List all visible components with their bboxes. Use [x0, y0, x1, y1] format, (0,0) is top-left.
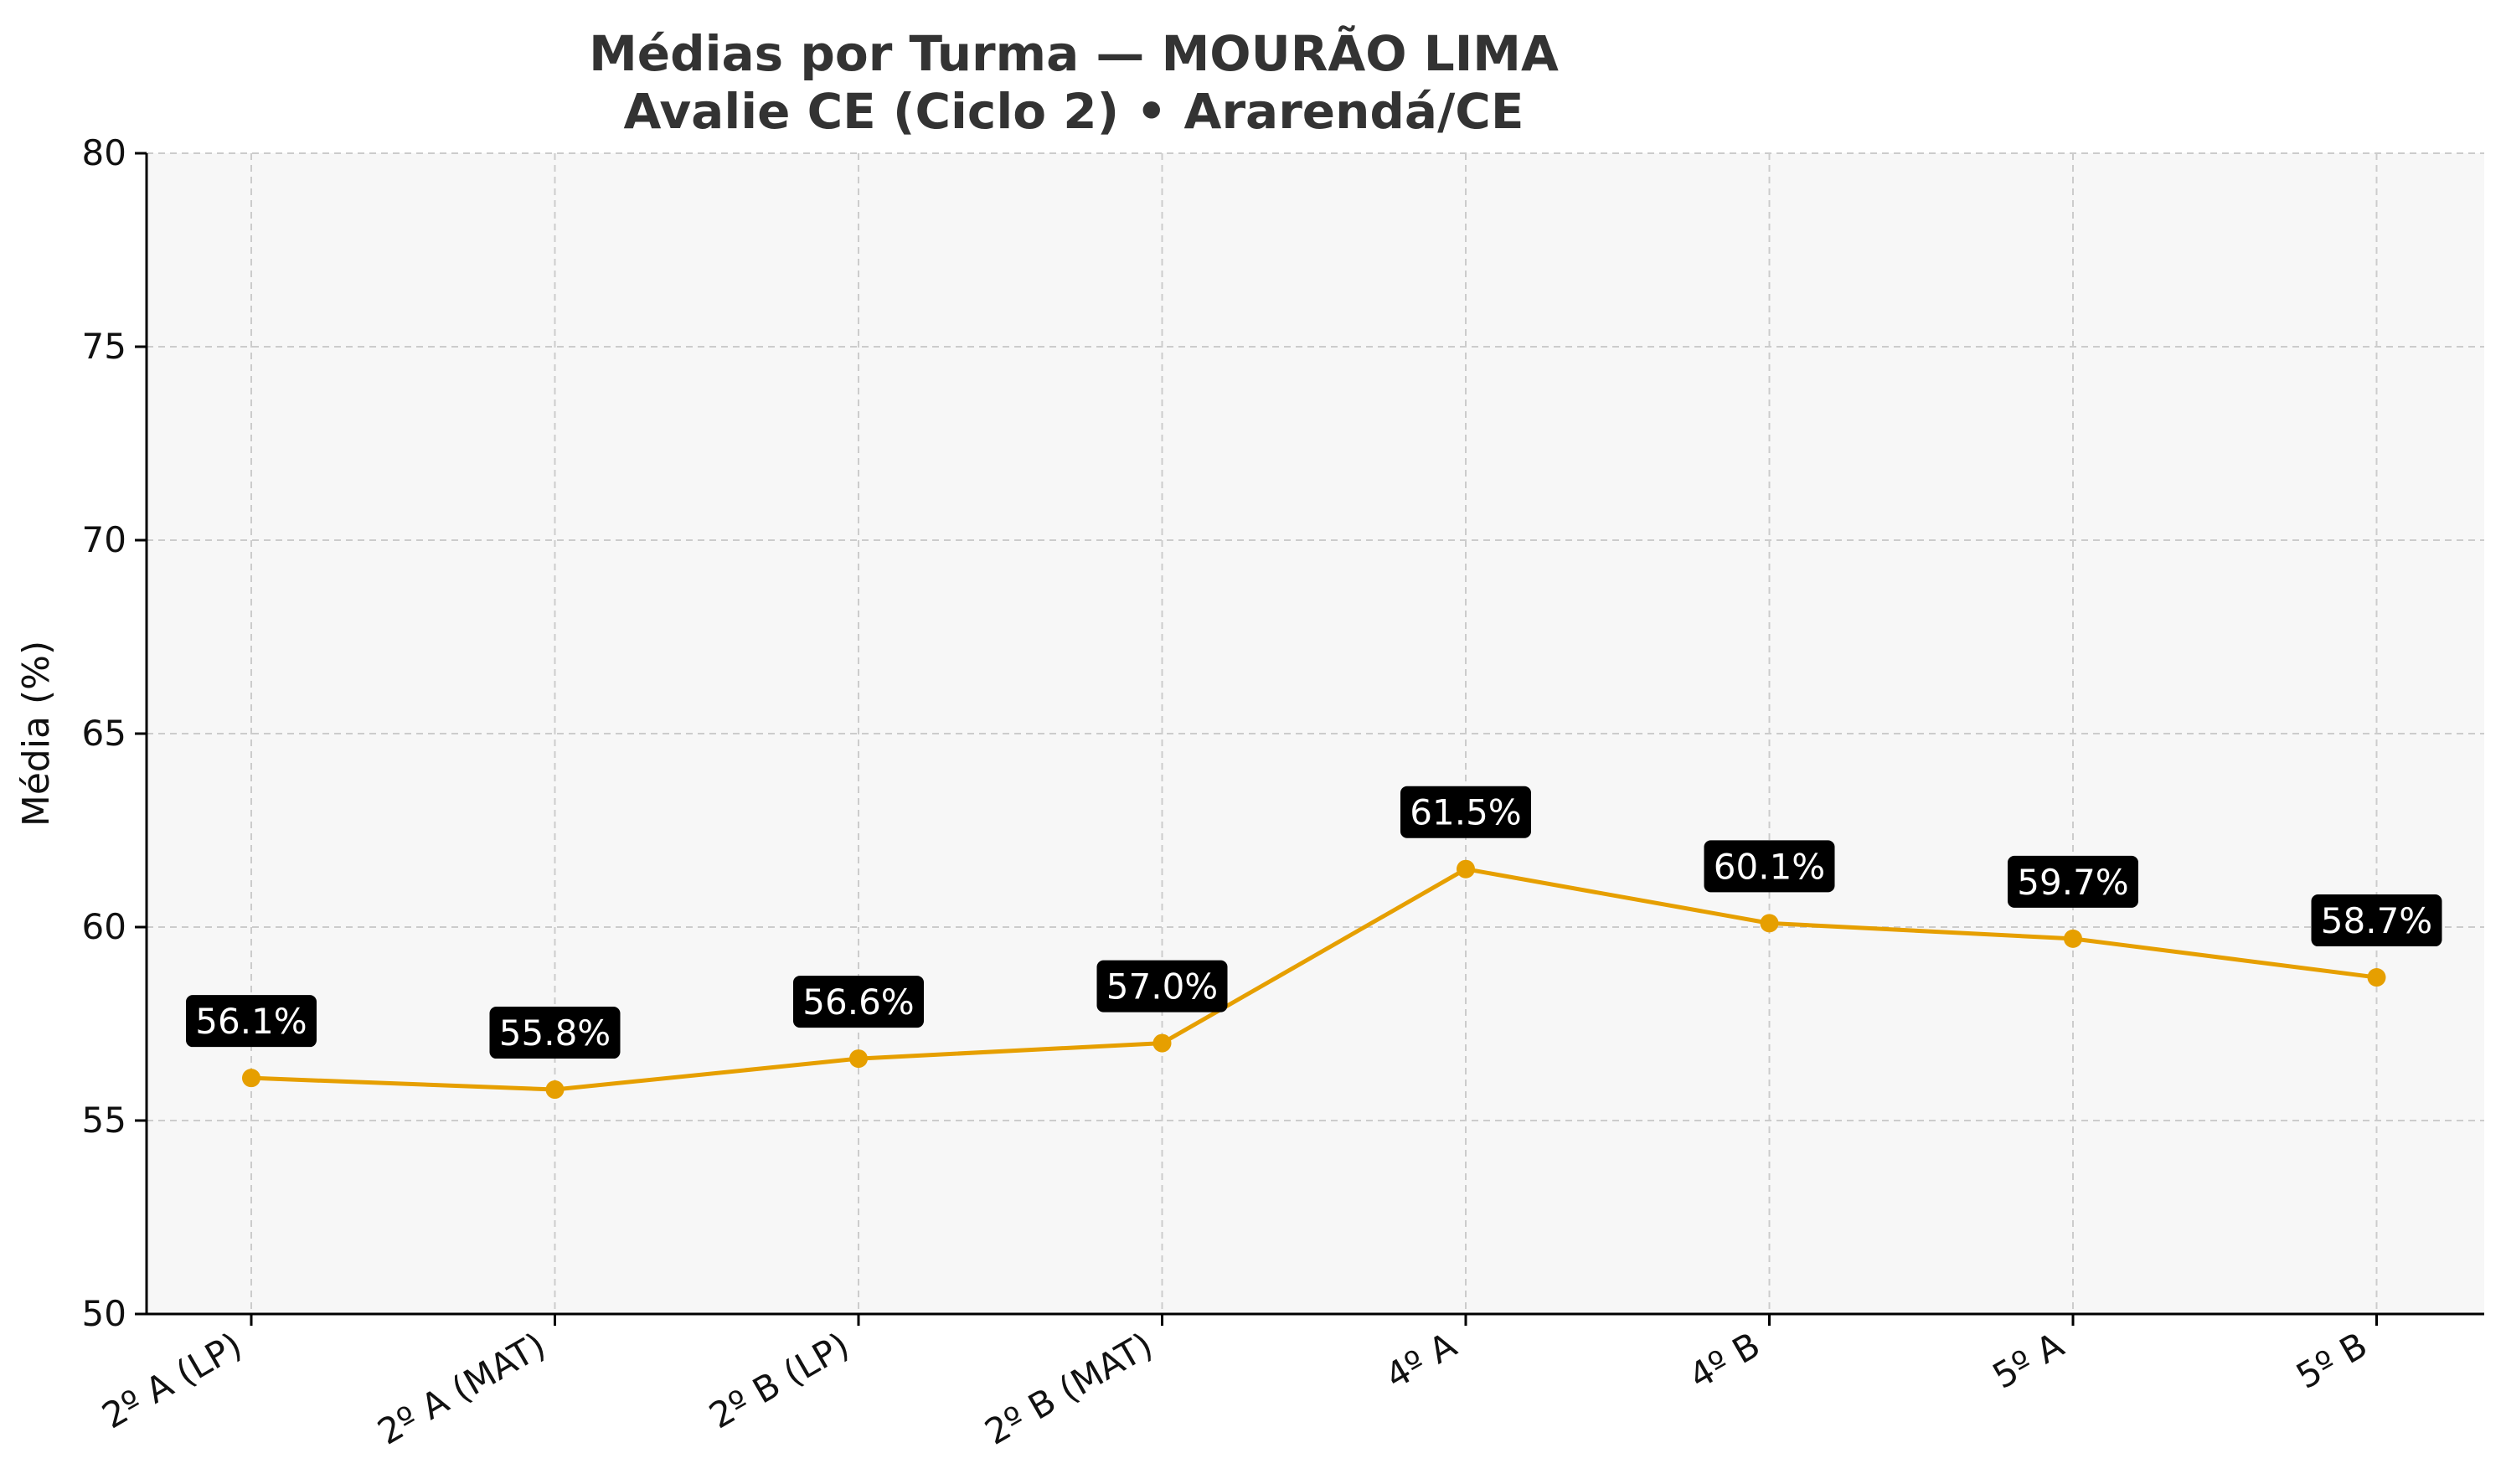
- data-point: [849, 1049, 868, 1069]
- y-tick-label: 55: [82, 1100, 126, 1141]
- data-label: 55.8%: [489, 1007, 621, 1059]
- data-label-text: 57.0%: [1106, 966, 1218, 1007]
- data-label-text: 56.6%: [802, 982, 914, 1023]
- x-tick-label: 4º A: [1379, 1324, 1463, 1397]
- y-tick-label: 80: [82, 132, 126, 173]
- data-label-box: [793, 976, 924, 1028]
- x-tick-label: 2º B (MAT): [978, 1324, 1160, 1453]
- y-tick-label: 70: [82, 519, 126, 560]
- data-label-box: [1096, 960, 1228, 1013]
- data-label: 56.1%: [186, 995, 317, 1048]
- y-tick-label: 65: [82, 713, 126, 754]
- data-label-box: [1400, 786, 1531, 838]
- data-label-box: [489, 1007, 621, 1059]
- grid-layer: [147, 152, 2484, 1315]
- data-point: [2064, 929, 2082, 948]
- series-line: [250, 867, 2377, 1092]
- x-tick-label: 2º A (MAT): [371, 1324, 553, 1452]
- data-point: [1760, 914, 1779, 933]
- x-tick-label: 5º B: [2289, 1324, 2374, 1397]
- chart-subtitle: Avalie CE (Ciclo 2) • Ararendá/CE: [624, 83, 1524, 140]
- data-label-box: [1704, 840, 1835, 893]
- data-label: 59.7%: [2008, 855, 2138, 908]
- x-tick-label: 4º B: [1682, 1324, 1766, 1397]
- y-tick-label: 60: [82, 906, 126, 947]
- x-tick-label: 5º A: [1986, 1324, 2070, 1397]
- data-point: [242, 1069, 260, 1088]
- data-label-box: [2008, 855, 2138, 908]
- data-point: [2367, 968, 2386, 987]
- data-label: 57.0%: [1096, 960, 1228, 1013]
- data-label-box: [2311, 894, 2442, 947]
- data-point: [545, 1080, 565, 1100]
- data-label-text: 58.7%: [2321, 900, 2432, 941]
- data-point: [1152, 1033, 1172, 1053]
- data-label: 56.6%: [793, 976, 924, 1028]
- data-label: 61.5%: [1400, 786, 1531, 838]
- data-label: 60.1%: [1704, 840, 1835, 893]
- series-layer: [242, 859, 2386, 1100]
- data-label-text: 60.1%: [1714, 846, 1825, 887]
- data-label-text: 59.7%: [2017, 862, 2128, 903]
- chart-title: Médias por Turma — MOURÃO LIMA: [589, 24, 1559, 82]
- data-label: 58.7%: [2311, 894, 2442, 947]
- x-tick-label: 2º B (LP): [703, 1324, 856, 1436]
- y-tick-label: 75: [82, 326, 126, 367]
- data-label-text: 55.8%: [499, 1013, 611, 1054]
- data-point: [1457, 859, 1475, 879]
- y-axis-label: Média (%): [15, 641, 58, 827]
- data-label-text: 61.5%: [1410, 792, 1521, 833]
- x-tick-label: 2º A (LP): [95, 1324, 249, 1436]
- y-tick-label: 50: [82, 1293, 126, 1334]
- data-label-text: 56.1%: [195, 1001, 307, 1042]
- data-label-box: [186, 995, 317, 1048]
- data-label-layer: 56.1% 55.8% 56.6% 57.0% 61.5% 60.1% 59.7% 58.7%: [186, 786, 2442, 1059]
